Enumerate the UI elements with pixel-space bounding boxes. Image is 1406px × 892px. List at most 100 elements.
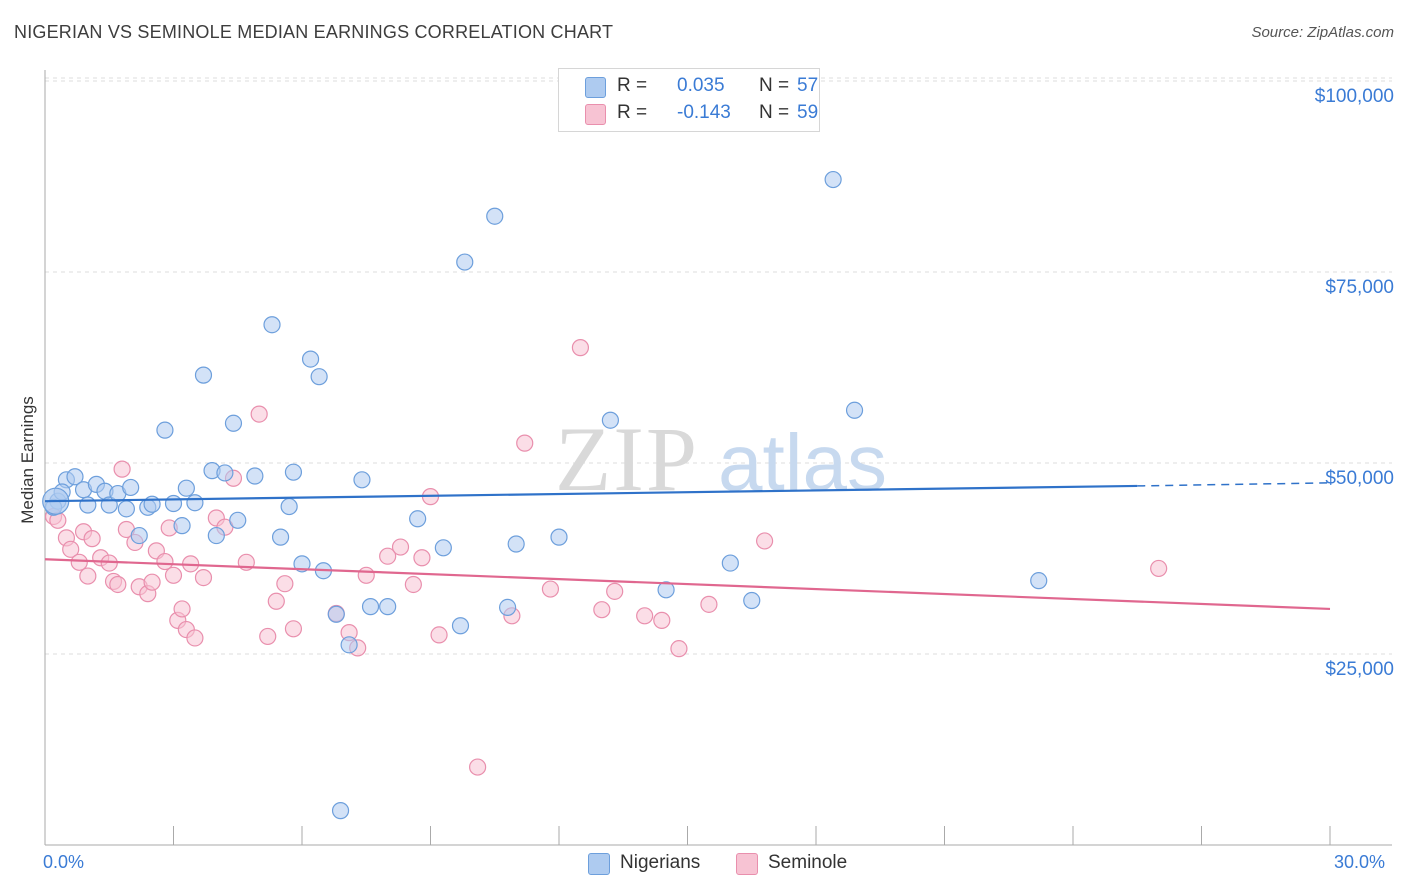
- data-point: [550, 528, 568, 546]
- data-point: [194, 366, 213, 384]
- data-point: [353, 471, 371, 489]
- data-point: [507, 535, 525, 553]
- legend-n-value: 59: [797, 102, 819, 123]
- legend-swatch-pink: [736, 853, 758, 875]
- data-point: [280, 497, 298, 516]
- data-point: [284, 463, 303, 481]
- nigerians-trend-extension: [1137, 482, 1331, 487]
- data-point: [361, 598, 380, 616]
- legend-r-value: -0.143: [677, 102, 731, 123]
- data-point: [143, 573, 161, 591]
- data-point: [246, 467, 264, 485]
- data-point: [721, 554, 739, 572]
- data-point: [1150, 559, 1168, 578]
- data-point: [700, 595, 718, 613]
- axes: [44, 70, 1392, 846]
- data-point: [66, 468, 84, 486]
- x-tick-label-max: 30.0%: [1334, 852, 1386, 872]
- seminole-points: [44, 339, 1168, 776]
- data-point: [173, 600, 191, 618]
- legend-n-label: N =: [759, 75, 790, 96]
- data-point: [430, 626, 448, 644]
- data-point: [413, 549, 431, 567]
- y-tick-label: $75,000: [1325, 277, 1394, 298]
- legend-n-value: 57: [797, 75, 819, 96]
- data-point: [173, 517, 191, 535]
- data-point: [357, 566, 375, 584]
- data-point: [79, 496, 97, 514]
- data-point: [271, 528, 290, 546]
- data-point: [164, 494, 183, 513]
- data-point: [186, 494, 204, 512]
- x-tick-label-min: 0.0%: [43, 852, 85, 872]
- data-point: [267, 592, 285, 610]
- data-point: [379, 598, 397, 616]
- data-point: [824, 170, 842, 189]
- data-point: [743, 591, 761, 610]
- chart-title: NIGERIAN VS SEMINOLE MEDIAN EARNINGS COR…: [14, 22, 614, 42]
- data-point: [516, 434, 534, 452]
- data-point: [571, 339, 590, 357]
- data-point: [601, 411, 620, 429]
- data-point: [109, 575, 127, 594]
- data-point: [164, 566, 183, 584]
- data-point: [62, 540, 80, 558]
- data-point: [499, 598, 517, 616]
- legend-swatch-pink: [585, 104, 606, 125]
- data-point: [70, 553, 88, 571]
- data-point: [293, 555, 311, 573]
- data-point: [340, 636, 358, 654]
- y-tick-label: $50,000: [1325, 468, 1394, 489]
- data-point: [284, 620, 303, 638]
- legend-series-label: Nigerians: [620, 852, 701, 873]
- watermark-atlas: atlas: [718, 418, 887, 507]
- data-point: [404, 575, 422, 594]
- data-point: [653, 611, 671, 629]
- data-point: [117, 500, 135, 518]
- data-point: [100, 554, 118, 572]
- data-point: [113, 460, 131, 478]
- data-point: [263, 316, 281, 334]
- legend-swatch-blue: [585, 77, 606, 98]
- data-point: [83, 530, 101, 548]
- data-point: [194, 568, 213, 587]
- data-point: [391, 538, 410, 556]
- data-point: [331, 802, 350, 820]
- trend-lines: [44, 482, 1331, 611]
- data-point: [259, 627, 277, 646]
- y-tick-label: $25,000: [1325, 659, 1394, 680]
- data-point: [250, 405, 268, 423]
- legend-swatch-blue: [588, 853, 610, 875]
- nigerians-points: [42, 170, 1048, 820]
- data-point: [310, 368, 328, 386]
- y-tick-label: $100,000: [1314, 86, 1394, 107]
- data-point: [130, 526, 148, 545]
- data-point: [327, 605, 345, 623]
- data-point: [606, 582, 624, 600]
- y-axis-label: Median Earnings: [18, 396, 37, 524]
- correlation-legend: R = 0.035 N = 57 R = -0.143 N = 59: [558, 68, 820, 132]
- data-point: [301, 350, 320, 368]
- data-point: [469, 758, 487, 776]
- data-point: [670, 640, 688, 658]
- data-point: [755, 532, 774, 550]
- data-point: [845, 401, 864, 419]
- data-point: [276, 575, 294, 593]
- data-point: [229, 511, 247, 529]
- data-point: [224, 414, 243, 432]
- legend-r-label: R =: [617, 75, 648, 96]
- data-point: [451, 617, 470, 635]
- data-point: [216, 464, 234, 482]
- seminole-trend-line: [44, 558, 1331, 611]
- legend-series-label: Seminole: [768, 852, 848, 873]
- data-point: [156, 421, 174, 439]
- nigerians-trend-line: [44, 484, 1138, 503]
- data-point: [207, 526, 225, 545]
- legend-r-label: R =: [617, 102, 648, 123]
- chart-source: Source: ZipAtlas.com: [1251, 24, 1394, 41]
- data-point: [456, 253, 474, 271]
- data-point: [177, 479, 195, 497]
- data-point: [657, 581, 675, 599]
- legend-r-value: 0.035: [677, 75, 725, 96]
